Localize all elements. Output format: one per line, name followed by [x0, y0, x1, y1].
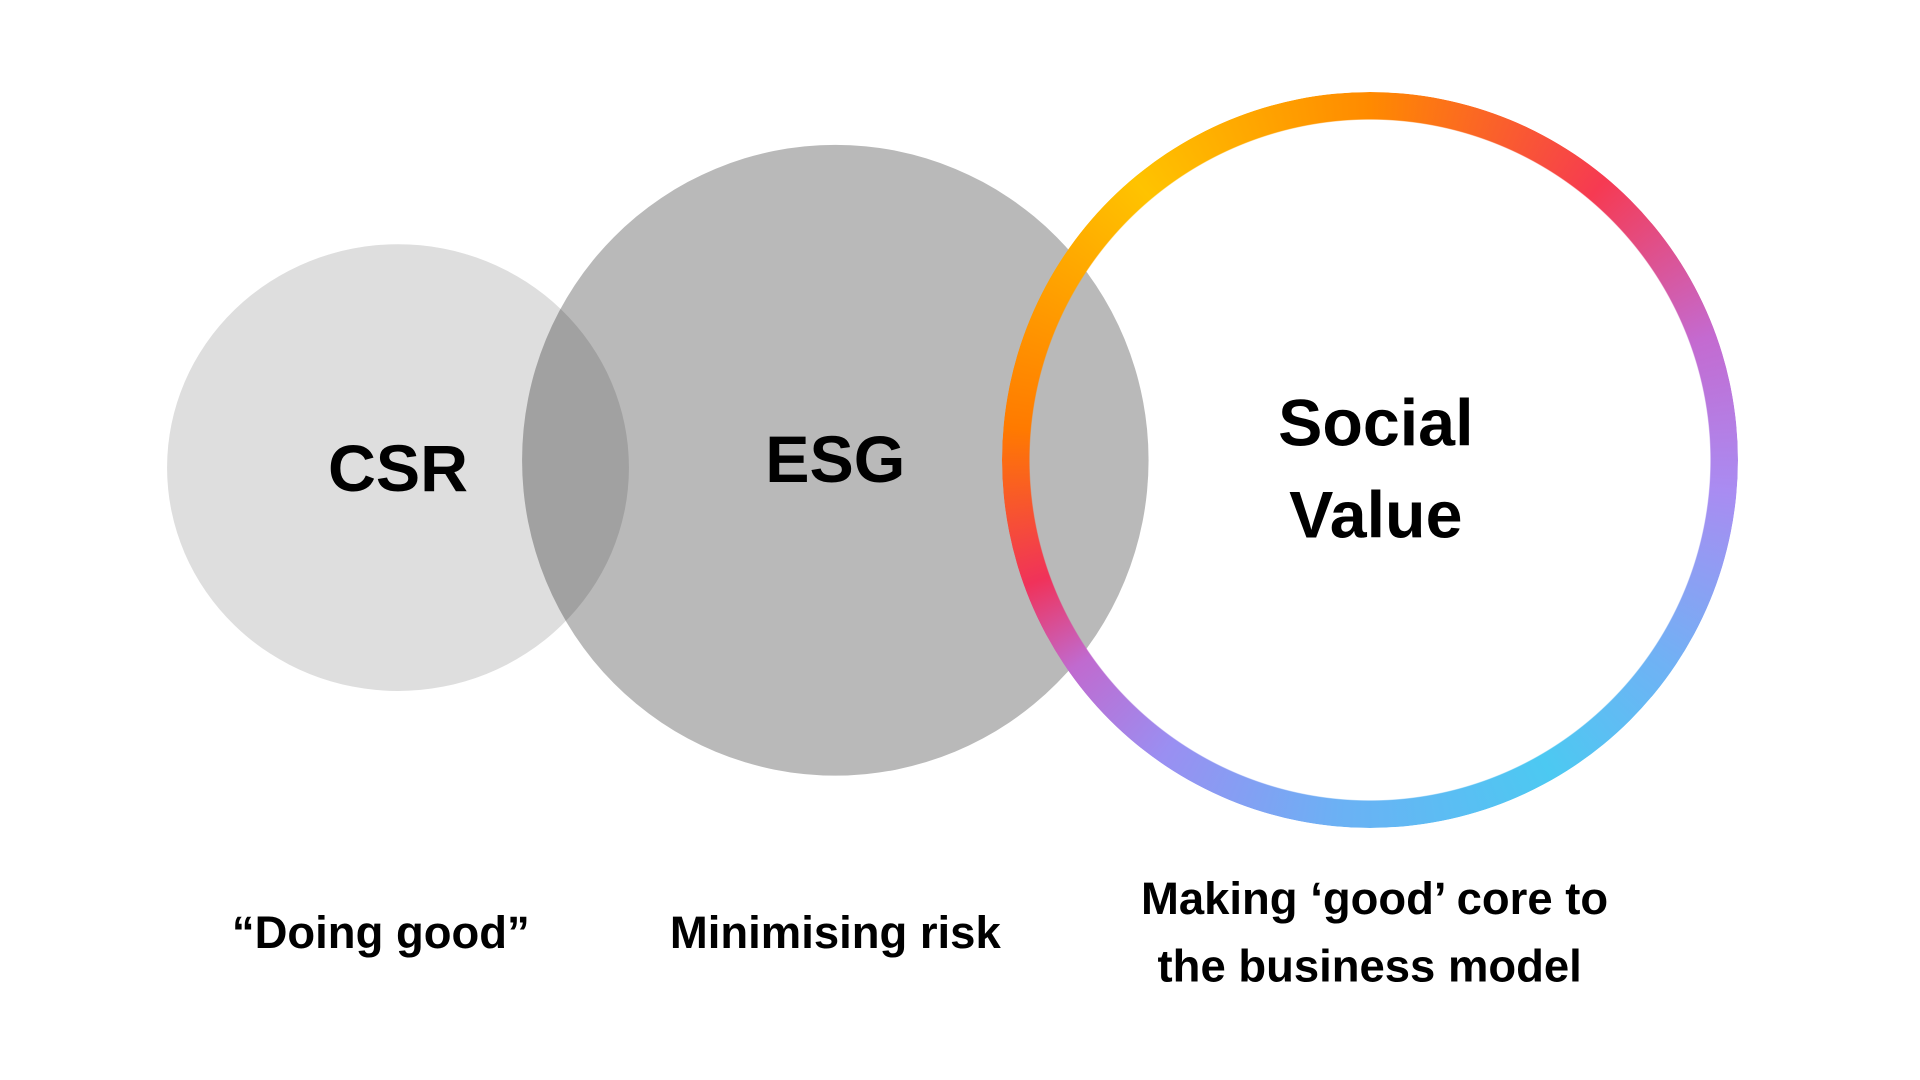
esg-caption: Minimising risk: [670, 907, 1002, 958]
esg-label: ESG: [765, 423, 905, 497]
esg-circle: [522, 144, 1149, 776]
social-value-caption-line1: Making ‘good’ core to: [1141, 873, 1608, 924]
csr-circle: [167, 244, 629, 691]
csr-caption: “Doing good”: [232, 907, 530, 958]
social-value-gradient-ring: [1002, 92, 1738, 828]
csr-label: CSR: [328, 432, 468, 506]
social-value-caption-line2: the business model: [1158, 940, 1582, 991]
